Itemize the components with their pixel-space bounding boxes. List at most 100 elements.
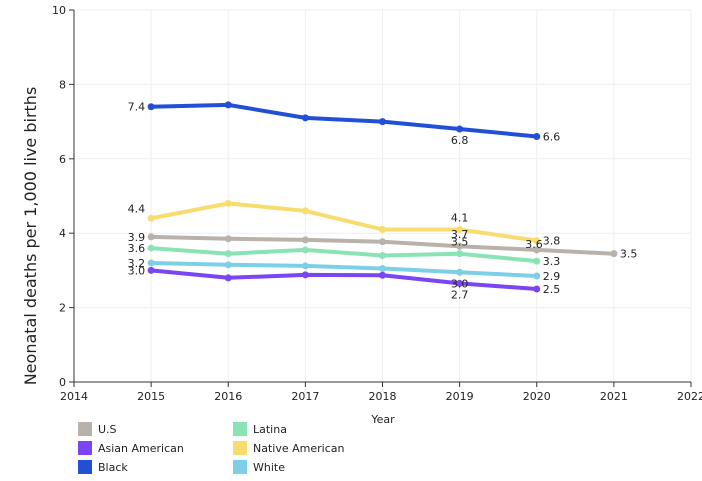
data-point-latina bbox=[379, 252, 386, 260]
legend-swatch bbox=[233, 441, 247, 455]
x-tick-label: 2017 bbox=[291, 390, 319, 403]
data-point-latina bbox=[301, 246, 309, 254]
data-point-asian-american bbox=[456, 279, 464, 287]
x-tick-label: 2015 bbox=[137, 390, 165, 403]
x-tick-label: 2018 bbox=[369, 390, 397, 403]
data-label-black: 6.6 bbox=[543, 130, 561, 143]
y-tick-label: 4 bbox=[59, 227, 66, 240]
data-label-latina: 3.6 bbox=[128, 242, 146, 255]
legend-item-asian-american: Asian American bbox=[78, 441, 184, 455]
legend-label: Asian American bbox=[98, 441, 184, 455]
grid bbox=[73, 9, 692, 383]
data-labels-layer: 7.4 6.8 6.6 4.4 4.1 3.8 3.9 3.7 3.6 3.5 3.6 3.5 3.3 3… bbox=[128, 101, 638, 302]
x-tick-label: 2019 bbox=[446, 390, 474, 403]
data-label-u-s: 3.7 bbox=[451, 228, 469, 241]
axes: 2014 2015 2016 2017 2018 2019 2020 2021 2022 0 2 4 6… bbox=[52, 4, 702, 403]
data-label-latina: 3.5 bbox=[451, 236, 469, 249]
x-tick-label: 2022 bbox=[677, 390, 702, 403]
data-point-latina bbox=[224, 250, 232, 258]
legend-swatch bbox=[233, 460, 247, 474]
data-point-white bbox=[533, 272, 541, 280]
data-label-u-s: 3.6 bbox=[525, 238, 543, 251]
legend-label: U.S bbox=[98, 422, 117, 436]
legend-swatch bbox=[78, 422, 92, 436]
data-label-black: 7.4 bbox=[128, 101, 146, 114]
legend-label: Latina bbox=[253, 422, 287, 436]
legend-label: White bbox=[253, 460, 285, 474]
data-point-black bbox=[533, 132, 541, 140]
legend-swatch bbox=[233, 422, 247, 436]
data-point-white bbox=[456, 268, 464, 276]
data-label-white: 2.9 bbox=[543, 270, 561, 283]
data-point-native-american bbox=[147, 214, 155, 222]
data-point-native-american bbox=[301, 207, 309, 215]
data-label-black: 6.8 bbox=[451, 134, 469, 147]
data-point-asian-american bbox=[301, 271, 309, 279]
data-label-latina: 3.3 bbox=[543, 255, 561, 268]
series-line-asian-american bbox=[149, 268, 539, 291]
data-point-asian-american bbox=[224, 274, 232, 282]
data-point-u-s bbox=[533, 246, 541, 254]
y-tick-label: 0 bbox=[59, 376, 66, 389]
legend-item-white: White bbox=[233, 460, 285, 474]
data-point-u-s bbox=[147, 233, 155, 241]
data-label-asian-american: 2.5 bbox=[543, 283, 561, 296]
data-label-native-american: 4.1 bbox=[451, 211, 469, 224]
data-label-u-s: 3.9 bbox=[128, 231, 146, 244]
legend-label: Native American bbox=[253, 441, 345, 455]
data-label-u-s: 3.5 bbox=[620, 248, 638, 261]
data-point-native-american bbox=[379, 225, 386, 233]
y-tick-label: 10 bbox=[52, 4, 66, 17]
series-line-white bbox=[149, 261, 539, 278]
data-point-black bbox=[379, 118, 386, 126]
legend-swatch bbox=[78, 441, 92, 455]
legend-swatch bbox=[78, 460, 92, 474]
data-label-native-american: 3.8 bbox=[543, 235, 561, 248]
series-line-black bbox=[149, 102, 539, 139]
data-point-black bbox=[224, 101, 232, 109]
legend-item-u-s: U.S bbox=[78, 422, 117, 436]
x-tick-label: 2020 bbox=[523, 390, 551, 403]
y-tick-label: 2 bbox=[59, 302, 66, 315]
data-label-white: 3.0 bbox=[451, 277, 469, 290]
data-point-black bbox=[301, 114, 309, 122]
data-point-asian-american bbox=[533, 285, 541, 293]
data-point-white bbox=[301, 262, 309, 270]
x-tick-label: 2021 bbox=[600, 390, 628, 403]
data-point-black bbox=[456, 125, 464, 133]
x-tick-label: 2016 bbox=[214, 390, 242, 403]
data-point-white bbox=[379, 265, 386, 273]
data-point-latina bbox=[456, 250, 464, 258]
data-point-asian-american bbox=[379, 271, 386, 279]
x-tick-label: 2014 bbox=[60, 390, 88, 403]
series-layer bbox=[147, 101, 618, 293]
legend-label: Black bbox=[98, 460, 128, 474]
legend-item-black: Black bbox=[78, 460, 128, 474]
data-point-u-s bbox=[610, 250, 618, 258]
data-point-native-american bbox=[533, 237, 541, 245]
data-point-asian-american bbox=[147, 266, 155, 274]
y-axis-title: Neonatal deaths per 1,000 live births bbox=[21, 87, 40, 386]
data-label-asian-american: 3.0 bbox=[128, 264, 146, 277]
data-point-u-s bbox=[224, 235, 232, 243]
y-tick-label: 6 bbox=[59, 153, 66, 166]
data-point-native-american bbox=[456, 225, 464, 233]
data-point-black bbox=[147, 103, 155, 111]
data-point-white bbox=[147, 259, 155, 267]
data-point-native-american bbox=[224, 199, 232, 207]
data-point-u-s bbox=[456, 242, 464, 250]
data-label-asian-american: 2.7 bbox=[451, 288, 469, 301]
legend-item-native-american: Native American bbox=[233, 441, 344, 455]
data-point-u-s bbox=[301, 236, 309, 244]
data-point-latina bbox=[533, 257, 541, 265]
data-point-white bbox=[224, 261, 232, 269]
y-tick-label: 8 bbox=[59, 78, 66, 91]
data-point-latina bbox=[147, 244, 155, 252]
data-point-u-s bbox=[379, 238, 386, 246]
series-line-native-american bbox=[149, 201, 539, 243]
x-axis-title: Year bbox=[370, 413, 395, 426]
data-label-white: 3.2 bbox=[128, 257, 146, 270]
series-line-latina bbox=[149, 246, 539, 264]
data-label-native-american: 4.4 bbox=[128, 202, 146, 215]
